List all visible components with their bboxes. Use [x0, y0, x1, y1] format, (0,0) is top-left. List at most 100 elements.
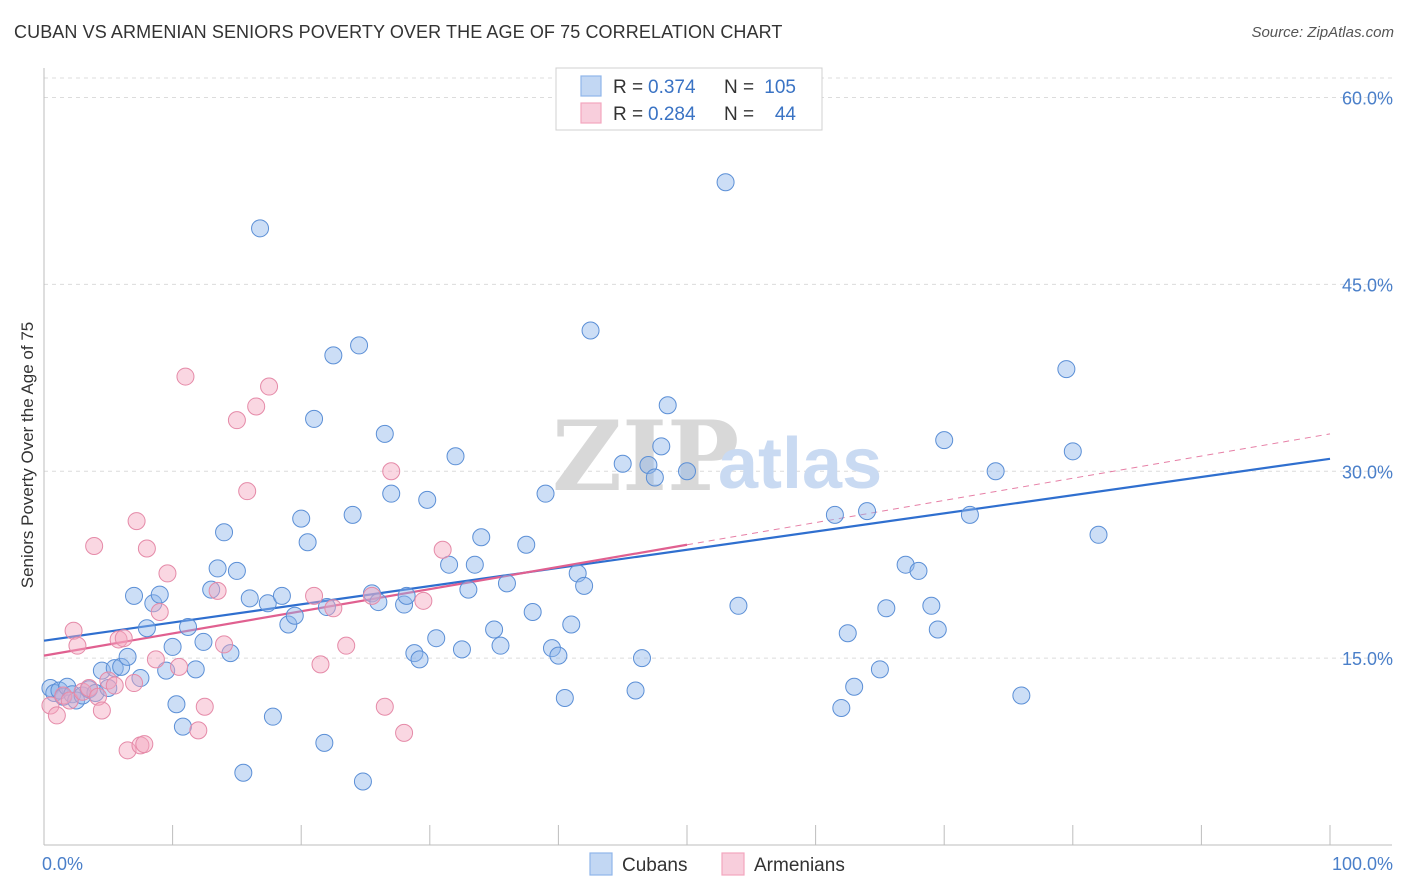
- armenians-point-20: [137, 539, 156, 558]
- cubans-point-72: [549, 646, 568, 665]
- chart-title: CUBAN VS ARMENIAN SENIORS POVERTY OVER T…: [14, 22, 783, 42]
- cubans-point-74: [562, 615, 581, 634]
- cubans-point-69: [523, 603, 542, 622]
- armenians-point-25: [176, 367, 195, 386]
- armenians-point-23: [158, 564, 177, 583]
- y-tick-label-3: 60.0%: [1342, 89, 1393, 109]
- cubans-point-99: [960, 505, 979, 524]
- cubans-point-61: [452, 640, 471, 659]
- cubans-point-59: [440, 555, 459, 574]
- x-tick-label-1: 100.0%: [1332, 854, 1393, 874]
- cubans-point-22: [167, 695, 186, 714]
- cubans-point-13: [112, 657, 131, 676]
- cubans-point-40: [292, 509, 311, 528]
- cubans-point-33: [240, 589, 259, 608]
- cubans-point-64: [472, 528, 491, 547]
- armenians-point-35: [311, 655, 330, 674]
- armenians-point-42: [414, 591, 433, 610]
- cubans-point-47: [350, 336, 369, 355]
- cubans-point-86: [729, 596, 748, 615]
- y-tick-label-2: 45.0%: [1342, 275, 1393, 295]
- armenians-point-4: [64, 621, 83, 640]
- legend-n-value-0: 105: [764, 77, 796, 98]
- cubans-point-52: [382, 484, 401, 503]
- armenians-point-9: [89, 687, 108, 706]
- armenians-point-28: [208, 581, 227, 600]
- legend-swatch-1: [580, 102, 602, 124]
- armenians-point-3: [60, 691, 79, 710]
- cubans-point-28: [208, 559, 227, 578]
- cubans-point-102: [1057, 360, 1076, 379]
- cubans-point-87: [825, 505, 844, 524]
- armenians-point-27: [195, 697, 214, 716]
- armenians-point-38: [362, 586, 381, 605]
- cubans-point-98: [935, 431, 954, 450]
- armenians-point-19: [135, 735, 154, 754]
- armenians-point-17: [127, 512, 146, 531]
- y-tick-labels: 15.0% 30.0% 45.0% 60.0%: [1342, 89, 1393, 670]
- cubans-point-34: [251, 219, 270, 238]
- cubans-point-60: [446, 447, 465, 466]
- cubans-point-35: [258, 594, 277, 613]
- y-axis-title: Seniors Poverty Over the Age of 75: [18, 322, 37, 588]
- cubans-point-100: [986, 462, 1005, 481]
- cubans-point-44: [317, 598, 336, 617]
- watermark-atlas: atlas: [718, 424, 882, 504]
- armenians-point-0: [41, 696, 60, 715]
- armenians-point-10: [92, 701, 111, 720]
- trend-line-armenians: [43, 543, 688, 657]
- armenians-point-24: [170, 657, 189, 676]
- legend-n-label-0: N =: [724, 77, 754, 98]
- cubans-point-88: [832, 698, 851, 717]
- legend-r-value-1: 0.284: [648, 104, 696, 125]
- cubans-point-15: [125, 586, 144, 605]
- armenians-point-21: [146, 650, 165, 669]
- watermark: ZIP atlas: [552, 400, 882, 513]
- armenians-point-16: [125, 674, 144, 693]
- legend-box: R = 0.374 N = 105 R = 0.284 N = 44: [555, 67, 823, 131]
- bottom-legend-label-1: Armenians: [754, 855, 845, 876]
- cubans-point-36: [263, 707, 282, 726]
- armenians-point-40: [382, 462, 401, 481]
- cubans-point-41: [298, 533, 317, 552]
- armenians-point-29: [215, 635, 234, 654]
- legend-n-label-1: N =: [724, 104, 754, 125]
- cubans-point-77: [581, 321, 600, 340]
- cubans-point-68: [517, 535, 536, 554]
- legend-r-value-0: 0.374: [648, 77, 696, 98]
- cubans-point-105: [716, 173, 735, 192]
- armenians-point-39: [375, 697, 394, 716]
- armenians-point-5: [68, 636, 87, 655]
- armenians-point-34: [305, 586, 324, 605]
- cubans-point-76: [575, 576, 594, 595]
- cubans-point-93: [877, 599, 896, 618]
- cubans-point-71: [542, 639, 561, 658]
- cubans-point-58: [427, 629, 446, 648]
- axes: [43, 68, 1392, 846]
- cubans-point-32: [234, 763, 253, 782]
- armenians-point-8: [85, 537, 104, 555]
- cubans-point-51: [375, 424, 394, 443]
- source-label: Source: ZipAtlas.com: [1251, 24, 1394, 41]
- cubans-point-80: [632, 649, 651, 668]
- cubans-point-29: [215, 523, 234, 542]
- cubans-point-84: [658, 396, 677, 415]
- cubans-point-95: [909, 561, 928, 580]
- bottom-legend-swatch-1: [721, 852, 745, 876]
- armenians-point-37: [337, 636, 356, 655]
- cubans-point-92: [870, 660, 889, 679]
- y-tick-label-0: 15.0%: [1342, 649, 1393, 669]
- armenians-point-36: [324, 599, 343, 618]
- cubans-point-62: [459, 580, 478, 599]
- cubans-point-21: [163, 637, 182, 656]
- cubans-point-96: [922, 596, 941, 615]
- legend-r-label-1: R =: [613, 104, 643, 125]
- cubans-point-66: [491, 636, 510, 655]
- trend-dash-armenians: [686, 433, 1331, 546]
- cubans-point-70: [536, 484, 555, 503]
- cubans-point-103: [1063, 442, 1082, 461]
- armenians-point-22: [150, 603, 169, 622]
- cubans-point-90: [845, 677, 864, 696]
- y-tick-label-1: 30.0%: [1342, 462, 1393, 482]
